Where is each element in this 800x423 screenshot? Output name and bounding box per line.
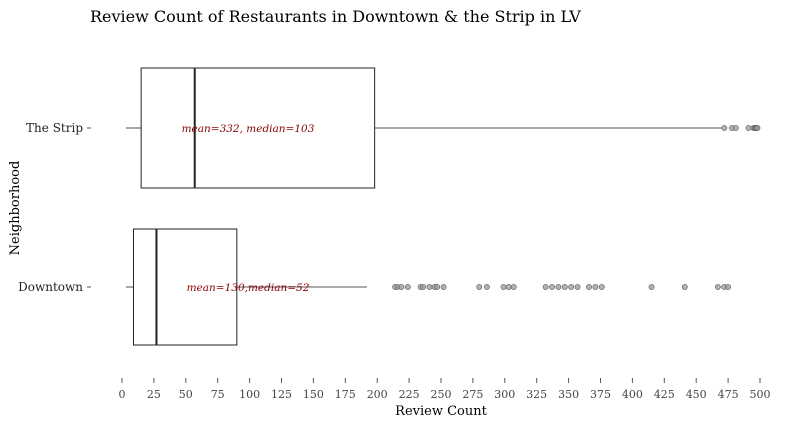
outlier-point-downtown xyxy=(510,284,517,290)
outlier-point-downtown xyxy=(434,284,441,290)
outlier-point-downtown xyxy=(598,284,605,290)
x-tick-label: 75 xyxy=(211,388,225,401)
outlier-point-downtown xyxy=(542,284,549,290)
outlier-point-downtown xyxy=(681,284,688,290)
outlier-point-downtown xyxy=(586,284,592,290)
outlier-point-downtown xyxy=(404,284,411,290)
box-downtown xyxy=(132,228,238,346)
x-tick-label: 100 xyxy=(239,388,260,401)
x-tick-label: 150 xyxy=(303,388,324,401)
outlier-point-downtown xyxy=(484,284,490,290)
y-axis-label: Neighborhood xyxy=(8,161,23,256)
x-tick-label: 225 xyxy=(399,388,420,401)
x-tick-label: 200 xyxy=(367,388,388,401)
x-tick-label: 375 xyxy=(590,388,611,401)
annotation-the-strip: mean=332, median=103 xyxy=(182,123,315,135)
outlier-point-downtown xyxy=(420,284,427,290)
outlier-point-downtown xyxy=(476,284,483,290)
outlier-point-downtown xyxy=(725,284,731,290)
x-axis-label: Review Count xyxy=(395,404,487,419)
y-tick-label-the-strip: The Strip xyxy=(26,121,83,135)
x-tick-label: 500 xyxy=(750,388,771,401)
plot-area: 0 25 50 75 100 125 150 175 200 225 250 275 300 325 350… xyxy=(18,67,771,401)
outlier-point-the-strip xyxy=(732,125,739,131)
outlier-point-the-strip xyxy=(754,125,761,131)
outlier-point-downtown xyxy=(561,284,568,290)
outlier-point-downtown xyxy=(592,284,599,290)
outlier-point-downtown xyxy=(426,284,433,290)
outlier-point-downtown xyxy=(440,284,447,290)
annotation-downtown: mean=130,median=52 xyxy=(187,282,310,294)
x-tick-label: 300 xyxy=(494,388,515,401)
outlier-point-downtown xyxy=(500,284,507,290)
outlier-point-downtown xyxy=(568,284,575,290)
x-tick-label: 175 xyxy=(335,388,356,401)
y-tick-label-downtown: Downtown xyxy=(18,280,83,294)
x-tick-label: 350 xyxy=(558,388,579,401)
outlier-point-the-strip xyxy=(721,125,728,131)
outlier-point-downtown xyxy=(549,284,555,290)
outlier-point-downtown xyxy=(555,284,562,290)
x-tick-label: 450 xyxy=(686,388,707,401)
chart-title: Review Count of Restaurants in Downtown … xyxy=(90,7,581,26)
outlier-point-downtown xyxy=(714,284,721,290)
x-tick-label: 25 xyxy=(147,388,161,401)
outlier-point-downtown xyxy=(505,284,512,290)
outlier-point-the-strip xyxy=(745,125,752,131)
x-tick-label: 125 xyxy=(271,388,292,401)
outlier-point-downtown xyxy=(398,284,405,290)
x-tick-label: 250 xyxy=(431,388,452,401)
box-the-strip xyxy=(140,67,376,189)
x-tick-label: 325 xyxy=(526,388,547,401)
x-tick-label: 0 xyxy=(119,388,126,401)
x-tick-label: 400 xyxy=(622,388,643,401)
x-tick-label: 275 xyxy=(462,388,483,401)
outlier-point-downtown xyxy=(574,284,581,290)
outlier-point-downtown xyxy=(648,284,655,290)
x-tick-label: 475 xyxy=(718,388,739,401)
x-tick-label: 50 xyxy=(179,388,193,401)
x-tick-label: 425 xyxy=(654,388,675,401)
